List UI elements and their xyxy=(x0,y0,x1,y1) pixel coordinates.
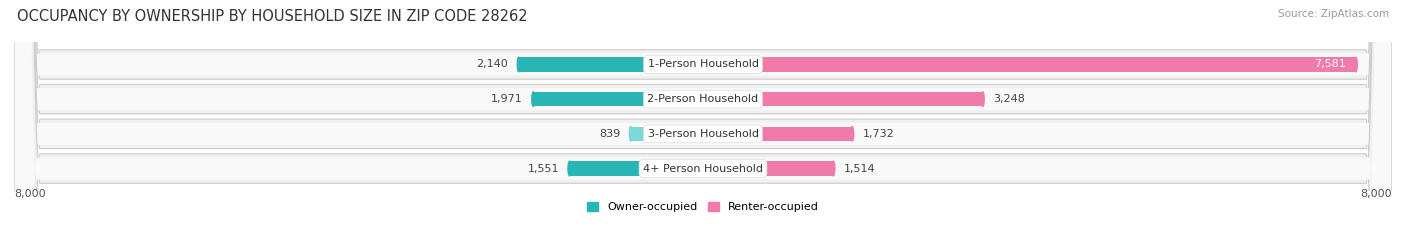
Ellipse shape xyxy=(1354,57,1357,72)
Text: Source: ZipAtlas.com: Source: ZipAtlas.com xyxy=(1278,9,1389,19)
Bar xyxy=(703,57,1355,72)
Bar xyxy=(631,127,703,141)
Text: 839: 839 xyxy=(599,129,620,139)
Legend: Owner-occupied, Renter-occupied: Owner-occupied, Renter-occupied xyxy=(586,202,820,212)
Ellipse shape xyxy=(517,57,520,72)
Text: 1,732: 1,732 xyxy=(862,129,894,139)
Ellipse shape xyxy=(851,127,853,141)
Text: 2-Person Household: 2-Person Household xyxy=(647,94,759,104)
Text: 2,140: 2,140 xyxy=(477,59,509,69)
Text: 3-Person Household: 3-Person Household xyxy=(648,129,758,139)
Ellipse shape xyxy=(630,127,633,141)
Bar xyxy=(519,57,703,72)
Text: 8,000: 8,000 xyxy=(14,189,45,199)
Bar xyxy=(533,92,703,106)
Text: 1-Person Household: 1-Person Household xyxy=(648,59,758,69)
FancyBboxPatch shape xyxy=(14,0,1392,233)
Text: 3,248: 3,248 xyxy=(993,94,1025,104)
Text: 8,000: 8,000 xyxy=(1361,189,1392,199)
FancyBboxPatch shape xyxy=(14,0,1392,233)
FancyBboxPatch shape xyxy=(15,0,1391,233)
FancyBboxPatch shape xyxy=(14,0,1392,233)
Ellipse shape xyxy=(832,161,835,176)
Text: 1,551: 1,551 xyxy=(527,164,560,174)
Ellipse shape xyxy=(531,92,534,106)
Bar xyxy=(703,127,852,141)
Ellipse shape xyxy=(981,92,984,106)
Text: 1,971: 1,971 xyxy=(491,94,523,104)
Text: 4+ Person Household: 4+ Person Household xyxy=(643,164,763,174)
Text: 1,514: 1,514 xyxy=(844,164,876,174)
Ellipse shape xyxy=(568,161,571,176)
Text: 7,581: 7,581 xyxy=(1313,59,1346,69)
FancyBboxPatch shape xyxy=(15,0,1391,233)
Bar xyxy=(703,92,983,106)
FancyBboxPatch shape xyxy=(15,0,1391,233)
FancyBboxPatch shape xyxy=(15,0,1391,233)
Text: OCCUPANCY BY OWNERSHIP BY HOUSEHOLD SIZE IN ZIP CODE 28262: OCCUPANCY BY OWNERSHIP BY HOUSEHOLD SIZE… xyxy=(17,9,527,24)
Bar xyxy=(703,161,834,176)
FancyBboxPatch shape xyxy=(14,0,1392,233)
Bar xyxy=(569,161,703,176)
